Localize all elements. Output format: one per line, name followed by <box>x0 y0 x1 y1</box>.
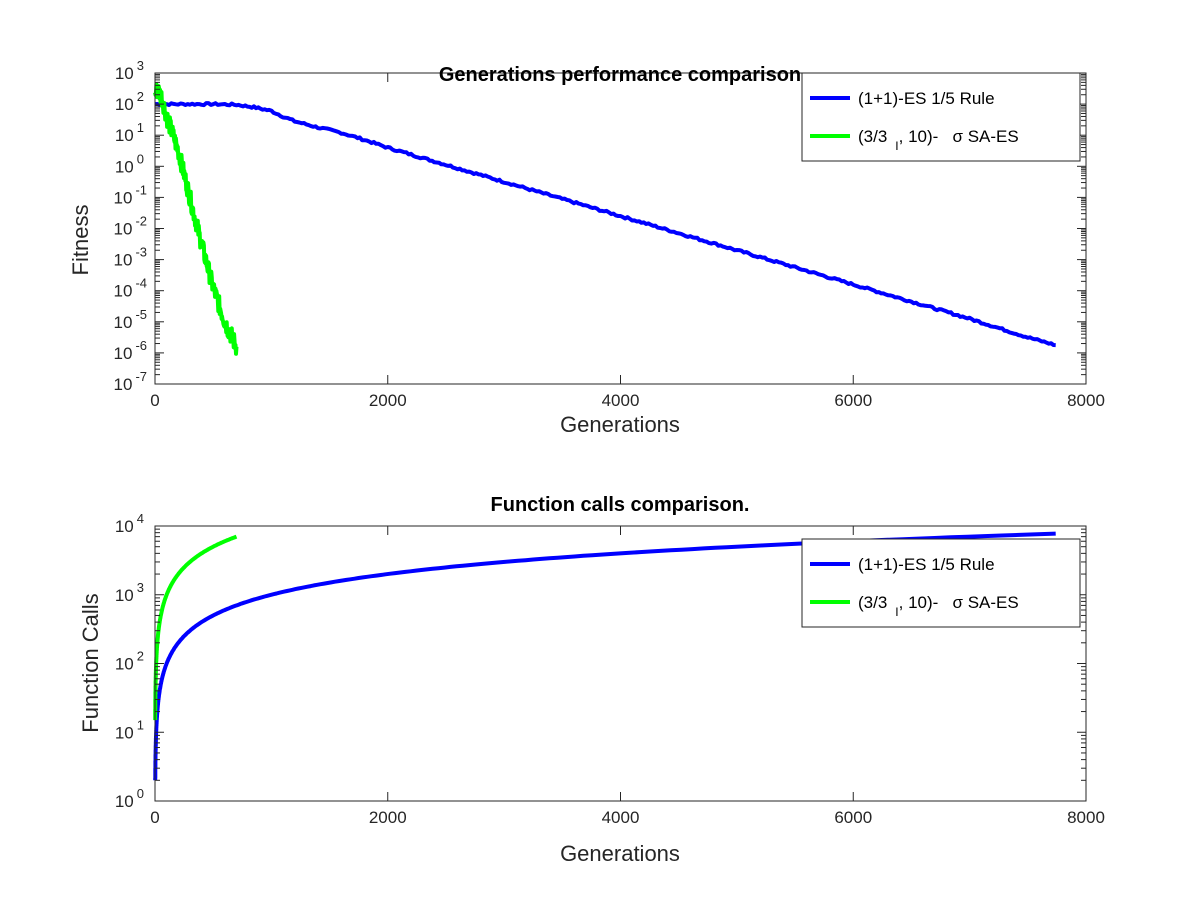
calls-legend-label-1: (1+1)-ES 1/5 Rule <box>858 555 995 574</box>
fitness-y-tick-label: 10 3 <box>115 58 144 83</box>
calls-x-tick-label: 8000 <box>1067 808 1105 827</box>
calls-y-tick-label: 10 3 <box>115 580 144 605</box>
fitness-y-tick-label: 10 -6 <box>114 338 147 363</box>
fitness-y-tick-label: 10 -2 <box>114 214 147 239</box>
fitness-y-tick-label: 10 2 <box>115 89 144 114</box>
fitness-y-tick-label: 10 -5 <box>114 307 147 332</box>
fitness-series-sa-es-line <box>153 82 239 356</box>
calls-x-tick-label: 0 <box>150 808 159 827</box>
fitness-legend-label-1: (1+1)-ES 1/5 Rule <box>858 89 995 108</box>
calls-chart-title: Function calls comparison. <box>491 494 750 516</box>
calls-legend-box <box>801 538 1081 628</box>
fitness-y-tick-label: 10 1 <box>115 120 144 145</box>
fitness-legend-box <box>801 72 1081 162</box>
fitness-y-tick-label: 10 -1 <box>114 182 147 207</box>
fitness-x-tick-label: 6000 <box>834 391 872 410</box>
calls-y-axis-label: Function Calls <box>78 593 103 732</box>
fitness-x-tick-label: 0 <box>150 391 159 410</box>
fitness-y-tick-label: 10 -4 <box>114 276 147 301</box>
fitness-series-one-plus-one-es-line <box>154 101 1056 348</box>
fitness-series-layer <box>153 82 1056 356</box>
fitness-y-tick-label: 10 -7 <box>114 369 147 394</box>
calls-legend-label-2: (3/3 I, 10)- σ SA-ES <box>858 593 1019 619</box>
fitness-chart-title: Generations performance comparison <box>439 64 801 86</box>
calls-y-tick-label: 10 4 <box>115 511 144 536</box>
calls-x-axis-label: Generations <box>560 841 680 866</box>
fitness-legend: (1+1)-ES 1/5 Rule (3/3 I, 10)- σ SA-ES <box>801 72 1081 162</box>
calls-x-tick-label: 4000 <box>602 808 640 827</box>
fitness-y-tick-label: 10 0 <box>115 151 144 176</box>
calls-y-tick-label: 10 1 <box>115 717 144 742</box>
fitness-y-axis-label: Fitness <box>68 205 93 276</box>
fitness-legend-label-2: (3/3 I, 10)- σ SA-ES <box>858 127 1019 153</box>
fitness-y-tick-label: 10 -3 <box>114 245 147 270</box>
calls-y-tick-label: 10 2 <box>115 649 144 674</box>
calls-legend: (1+1)-ES 1/5 Rule (3/3 I, 10)- σ SA-ES <box>801 538 1081 628</box>
fitness-x-tick-label: 8000 <box>1067 391 1105 410</box>
fitness-x-axis-label: Generations <box>560 412 680 437</box>
calls-x-tick-label: 2000 <box>369 808 407 827</box>
fitness-x-tick-label: 4000 <box>602 391 640 410</box>
calls-y-tick-label: 10 0 <box>115 786 144 811</box>
fitness-x-tick-label: 2000 <box>369 391 407 410</box>
calls-x-tick-label: 6000 <box>834 808 872 827</box>
